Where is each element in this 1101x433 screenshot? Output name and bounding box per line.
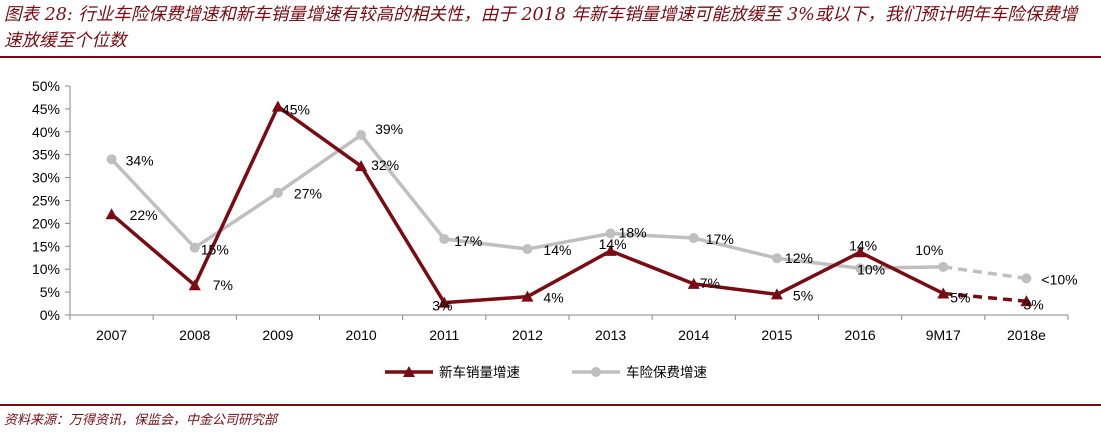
data-label: 10% xyxy=(857,261,885,277)
x-tick-label: 2016 xyxy=(845,327,876,343)
data-point-circle xyxy=(189,242,200,253)
y-tick-label: 50% xyxy=(32,78,60,94)
data-point-circle xyxy=(1021,273,1032,284)
data-point-triangle xyxy=(355,160,368,172)
legend-label: 新车销量增速 xyxy=(439,364,520,381)
data-point-circle xyxy=(605,228,616,239)
data-point-circle xyxy=(106,154,117,165)
title-divider xyxy=(0,56,1101,58)
y-tick-label: 0% xyxy=(40,307,60,323)
y-tick-label: 30% xyxy=(32,170,60,186)
data-point-triangle xyxy=(105,208,118,220)
data-point-triangle xyxy=(188,279,201,291)
data-labels: 34%15%27%39%17%14%18% 17%12%10%10%<10%22%… xyxy=(126,102,1078,314)
data-point-triangle xyxy=(687,277,700,289)
footer-divider xyxy=(0,404,1101,406)
data-label: 14% xyxy=(849,237,877,253)
x-tick-label: 2014 xyxy=(678,327,709,343)
data-label: 22% xyxy=(130,207,158,223)
x-tick-label: 2018e xyxy=(1007,327,1046,343)
data-label: 18% xyxy=(619,224,647,240)
data-point-circle xyxy=(771,253,782,264)
line-chart: 0% 5% 10% 15% 20% 25% 30% 35% 40% 45% 50% 2007 2008… xyxy=(32,78,1078,381)
data-label: 45% xyxy=(282,102,310,118)
y-tick-label: 35% xyxy=(32,147,60,163)
data-point-triangle xyxy=(604,244,617,256)
data-point-circle xyxy=(272,187,283,198)
data-label: 12% xyxy=(785,250,813,266)
data-label: 7% xyxy=(700,275,720,291)
data-label: 3% xyxy=(1023,296,1043,312)
data-label: 5% xyxy=(950,289,970,305)
chart-legend: 新车销量增速 车险保费增速 xyxy=(385,364,707,381)
x-tick-label: 2009 xyxy=(262,327,293,343)
data-label: 17% xyxy=(454,233,482,249)
x-tick-label: 2012 xyxy=(512,327,543,343)
data-point-circle xyxy=(938,261,949,272)
data-point-triangle xyxy=(937,287,950,299)
y-tick-label: 20% xyxy=(32,215,60,231)
data-point-circle xyxy=(522,244,533,255)
data-point-triangle xyxy=(1020,295,1033,307)
data-point-triangle xyxy=(271,100,284,112)
data-point-circle xyxy=(356,130,367,141)
y-axis: 0% 5% 10% 15% 20% 25% 30% 35% 40% 45% 50% xyxy=(32,78,71,323)
data-label: 34% xyxy=(126,152,154,168)
data-label: 15% xyxy=(201,242,229,258)
data-label: 10% xyxy=(915,242,943,258)
legend-marker-triangle xyxy=(403,366,415,377)
data-point-triangle xyxy=(854,246,867,258)
x-tick-label: 2015 xyxy=(761,327,792,343)
data-label: 7% xyxy=(213,277,233,293)
data-point-triangle xyxy=(770,288,783,300)
data-label: 14% xyxy=(599,236,627,252)
legend-label: 车险保费增速 xyxy=(626,364,707,381)
data-point-triangle xyxy=(521,290,534,302)
data-label: 27% xyxy=(294,186,322,202)
x-tick-label: 9M17 xyxy=(926,327,961,343)
data-label: 4% xyxy=(543,290,563,306)
data-label: 14% xyxy=(543,242,571,258)
data-label: 5% xyxy=(793,287,813,303)
data-point-circle xyxy=(439,233,450,244)
data-label: 17% xyxy=(706,231,734,247)
y-tick-label: 40% xyxy=(32,124,60,140)
x-axis: 2007 2008 2009 2010 2011 2012 2013 2014 2015 2016… xyxy=(69,314,1069,343)
data-label: 39% xyxy=(375,121,403,137)
data-point-triangle xyxy=(438,296,451,308)
y-tick-label: 45% xyxy=(32,101,60,117)
source-note: 资料来源：万得资讯，保监会，中金公司研究部 xyxy=(4,413,278,428)
y-tick-label: 25% xyxy=(32,193,60,209)
series-lines xyxy=(105,100,1033,308)
series-line xyxy=(110,104,945,305)
legend-marker-circle xyxy=(591,367,601,377)
data-label: 32% xyxy=(371,157,399,173)
data-label: 3% xyxy=(432,298,452,314)
data-point-circle xyxy=(688,233,699,244)
x-tick-label: 2008 xyxy=(179,327,210,343)
y-tick-label: 5% xyxy=(40,284,60,300)
page-title: 图表 28: 行业车险保费增速和新车销量增速有较高的相关性，由于 2018 年新… xyxy=(4,5,1078,51)
data-point-circle xyxy=(855,263,866,274)
series-line-dashed xyxy=(943,265,1027,281)
x-tick-label: 2007 xyxy=(96,327,127,343)
data-label: <10% xyxy=(1041,271,1077,287)
x-tick-label: 2011 xyxy=(429,327,459,343)
y-tick-label: 10% xyxy=(32,261,60,277)
x-tick-label: 2013 xyxy=(595,327,626,343)
x-tick-label: 2010 xyxy=(346,327,377,343)
y-tick-label: 15% xyxy=(32,238,60,254)
